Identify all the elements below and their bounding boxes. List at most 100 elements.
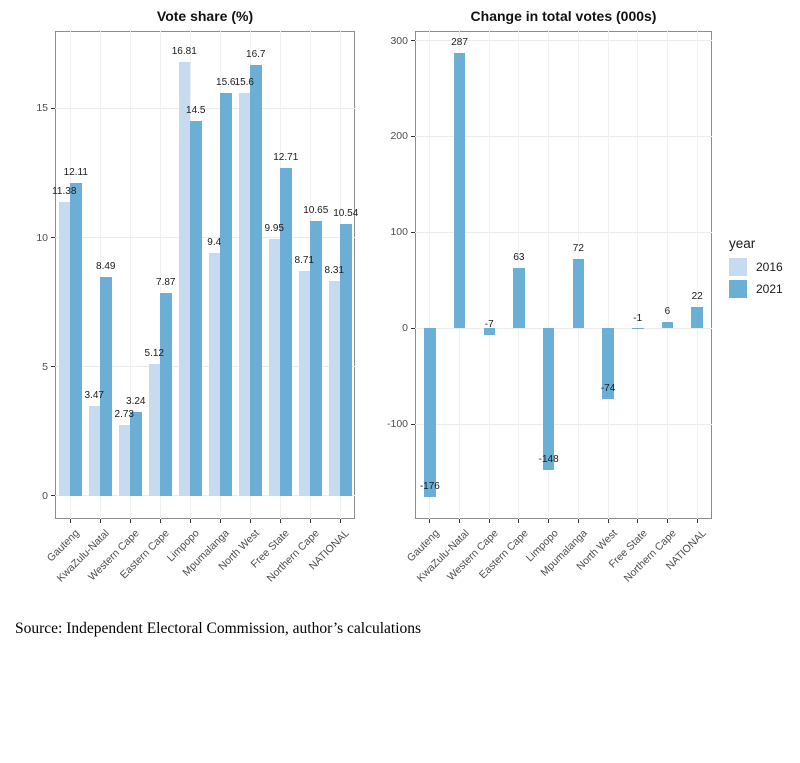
gridline — [55, 107, 355, 109]
y-tick-mark — [51, 237, 55, 239]
bar-value-label: 63 — [513, 251, 525, 263]
y-tick-label: 5 — [42, 360, 48, 373]
gridline — [429, 31, 431, 519]
x-tick-mark — [249, 519, 251, 523]
y-tick-mark — [411, 135, 415, 137]
legend-swatch-2016 — [729, 258, 747, 276]
gridline — [55, 495, 355, 497]
bar — [298, 270, 310, 496]
bar-value-label: 16.7 — [246, 48, 266, 60]
bar — [424, 328, 436, 497]
bar — [160, 292, 172, 496]
source-note: Source: Independent Electoral Commission… — [15, 620, 422, 637]
legend-label-2016: 2016 — [756, 260, 783, 274]
bar — [453, 53, 466, 329]
gridline — [637, 31, 639, 519]
y-tick-label: -100 — [386, 418, 408, 431]
bar — [130, 412, 142, 496]
bar — [58, 201, 70, 496]
y-tick-label: 300 — [390, 34, 408, 47]
x-tick-mark — [99, 519, 101, 523]
bar — [190, 121, 202, 496]
bar — [268, 238, 280, 496]
bar — [148, 363, 160, 496]
y-tick-mark — [411, 40, 415, 42]
x-tick-mark — [339, 519, 341, 523]
bar-value-label: 12.11 — [63, 167, 88, 179]
bar — [542, 328, 555, 471]
bar-value-label: 3.24 — [126, 396, 146, 408]
y-tick-label: 0 — [402, 322, 408, 335]
bar-value-label: -7 — [484, 318, 494, 330]
x-tick-mark — [696, 519, 698, 523]
bar — [88, 406, 100, 496]
y-tick-mark — [411, 423, 415, 425]
gridline — [99, 31, 101, 519]
y-tick-mark — [411, 231, 415, 233]
bar-value-label: 10.65 — [303, 204, 329, 216]
year-legend: year 2016 2021 — [729, 236, 783, 302]
bar-value-label: 15.6 — [234, 76, 254, 88]
gridline — [415, 40, 712, 42]
gridline — [488, 31, 490, 519]
bar — [178, 61, 190, 496]
gridline — [607, 31, 609, 519]
gridline — [415, 135, 712, 137]
y-tick-label: 100 — [390, 226, 408, 239]
x-tick-mark — [219, 519, 221, 523]
gridline — [55, 366, 355, 368]
gridline — [129, 31, 131, 519]
y-tick-mark — [51, 107, 55, 109]
x-tick-mark — [607, 519, 609, 523]
y-tick-mark — [51, 495, 55, 497]
x-tick-mark — [548, 519, 550, 523]
bar-value-label: 8.71 — [294, 254, 314, 266]
vote-charts-figure: Vote share (%) Change in total votes (00… — [36, 8, 783, 584]
gridline — [415, 327, 712, 329]
x-tick-mark — [518, 519, 520, 523]
x-tick-mark — [577, 519, 579, 523]
legend-label-2021: 2021 — [756, 282, 783, 296]
gridline — [548, 31, 550, 519]
y-tick-mark — [51, 366, 55, 368]
bar — [310, 220, 322, 496]
bar-value-label: 6 — [664, 306, 671, 318]
gridline — [415, 423, 712, 425]
bar — [70, 183, 82, 496]
x-tick-mark — [488, 519, 490, 523]
vote-share-panel-title: Vote share (%) — [156, 8, 254, 24]
bar-value-label: 22 — [691, 291, 703, 303]
bar-value-label: 72 — [572, 243, 584, 255]
bar — [280, 167, 292, 496]
y-tick-label: 10 — [36, 231, 48, 244]
bar — [572, 259, 585, 329]
legend-item-2021: 2021 — [729, 280, 783, 298]
legend-item-2016: 2016 — [729, 258, 783, 276]
gridline — [415, 231, 712, 233]
bar — [118, 425, 130, 496]
bar — [632, 328, 644, 330]
gridline — [55, 237, 355, 239]
bar — [100, 276, 112, 496]
bar-value-label: -1 — [633, 313, 643, 325]
bar — [250, 64, 262, 496]
gridline — [666, 31, 668, 519]
bar — [661, 322, 674, 329]
legend-title: year — [729, 236, 756, 251]
y-tick-label: 200 — [390, 130, 408, 143]
bar-value-label: 9.95 — [264, 222, 284, 234]
bar-value-label: 8.31 — [324, 265, 344, 277]
bar-value-label: 2.73 — [114, 409, 134, 421]
bar-value-label: 15.6 — [216, 76, 236, 88]
bar — [328, 281, 340, 496]
bar-value-label: 7.87 — [156, 276, 176, 288]
bar — [483, 328, 495, 335]
x-tick-mark — [459, 519, 461, 523]
bar-value-label: 3.47 — [84, 390, 104, 402]
x-tick-mark — [309, 519, 311, 523]
gridline — [696, 31, 698, 519]
bar — [238, 92, 250, 496]
bar — [340, 223, 352, 496]
bar — [691, 307, 703, 329]
